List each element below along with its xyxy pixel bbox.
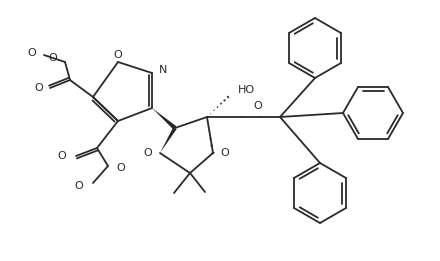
Text: O: O [57,151,66,161]
Text: O: O [34,83,43,93]
Text: O: O [116,163,125,173]
Text: HO: HO [238,85,255,95]
Text: N: N [159,65,167,75]
Text: O: O [27,48,36,58]
Text: O: O [114,50,122,60]
Text: O: O [74,181,83,191]
Text: O: O [48,53,57,63]
Text: O: O [220,148,229,158]
Polygon shape [152,108,176,130]
Polygon shape [160,127,177,153]
Text: O: O [143,148,152,158]
Text: O: O [253,101,262,111]
